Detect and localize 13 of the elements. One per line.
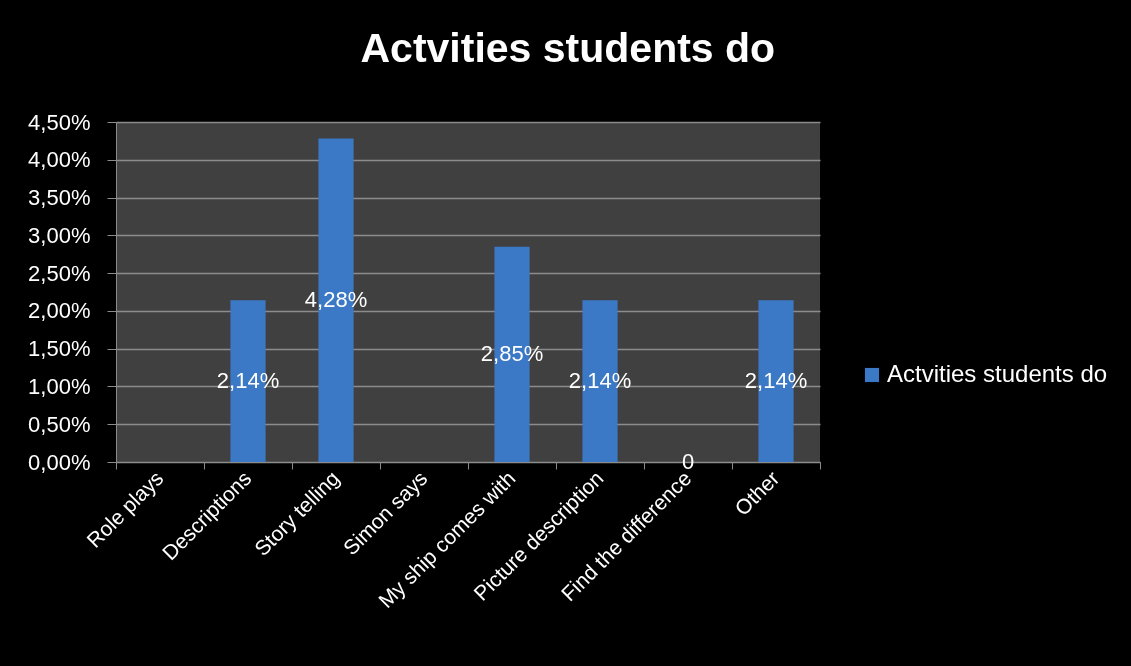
y-tick-label: 3,50%: [28, 185, 91, 211]
y-tick-label: 3,00%: [28, 222, 91, 248]
y-tick-label: 0,50%: [28, 411, 91, 437]
y-tick-label: 1,50%: [28, 336, 91, 362]
y-tick-label: 2,50%: [28, 260, 91, 286]
y-tick-label: 4,50%: [28, 109, 91, 135]
y-tick-label: 4,00%: [28, 147, 91, 173]
y-tick-label: 1,00%: [28, 373, 91, 399]
y-tick-label: 0,00%: [28, 449, 91, 475]
y-tick-label: 2,00%: [28, 298, 91, 324]
data-label: 0: [681, 449, 695, 474]
legend-label: Actvities students do: [887, 360, 1108, 387]
chart-title: Actvities students do: [360, 25, 776, 71]
